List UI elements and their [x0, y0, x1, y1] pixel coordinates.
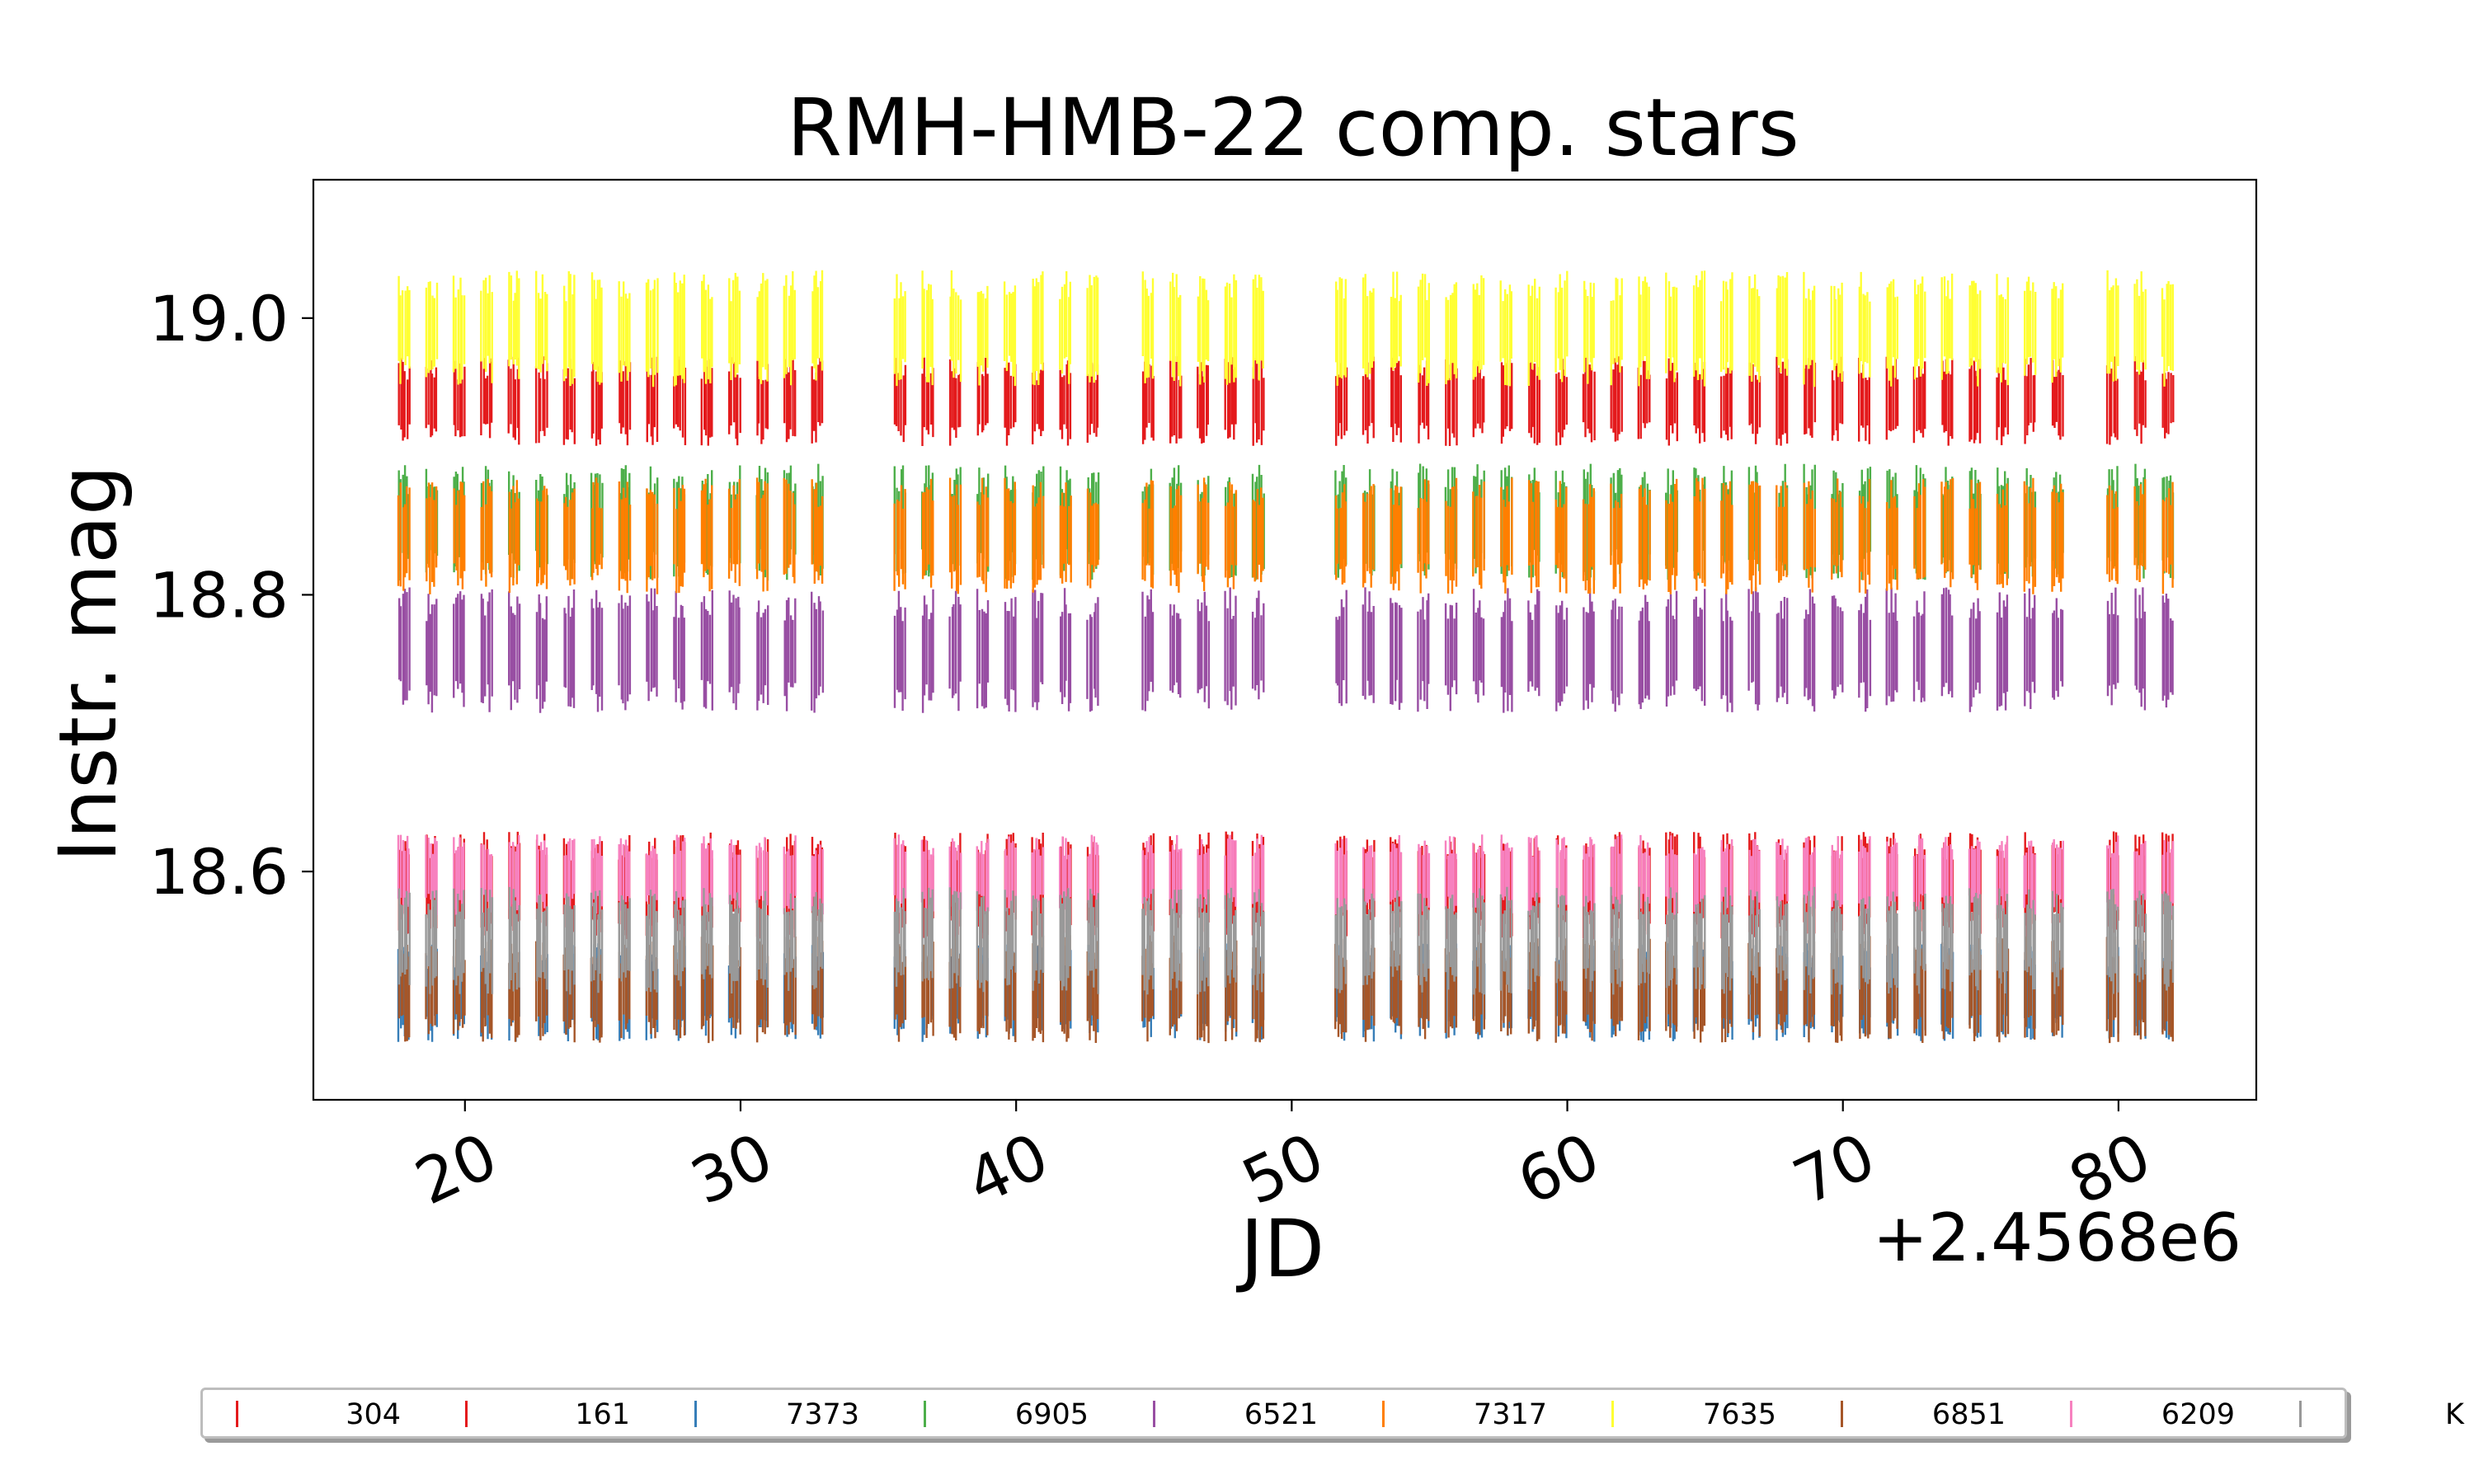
legend-marker	[2070, 1401, 2072, 1427]
plot-frame	[312, 178, 2258, 1101]
x-offset-label: +2.4568e6	[1872, 1200, 2241, 1276]
legend-label: 6905	[1014, 1398, 1089, 1431]
legend-item: K	[2266, 1390, 2474, 1436]
legend-marker	[1382, 1401, 1385, 1427]
legend-marker	[1611, 1401, 1614, 1427]
legend-item: 6209	[2037, 1390, 2251, 1436]
y-axis-label: Instr. mag	[42, 465, 134, 862]
series-line	[397, 477, 2174, 594]
series-line	[398, 587, 2174, 713]
legend-item: 161	[432, 1390, 647, 1436]
legend-label: 6209	[2161, 1398, 2235, 1431]
y-tick-label: 19.0	[149, 282, 289, 355]
series-161	[397, 356, 2175, 446]
legend: 304 161 7373 6905 6521 7317 7635 6851 6209 K	[200, 1388, 2464, 1439]
legend-label: K	[2445, 1398, 2464, 1431]
legend-label: 7373	[785, 1398, 859, 1431]
y-tick-label: 18.8	[149, 558, 289, 632]
legend-marker	[2299, 1401, 2302, 1427]
legend-label: 304	[346, 1398, 401, 1431]
series-line	[397, 943, 2174, 1042]
legend-item: 7635	[1578, 1390, 1793, 1436]
x-tick-label: 60	[1507, 1119, 1610, 1219]
legend-marker	[1153, 1401, 1155, 1427]
series-6851	[397, 935, 2174, 1044]
data-layer	[397, 270, 2175, 1044]
series-line	[397, 270, 2174, 387]
y-tick-label: 18.6	[149, 835, 289, 909]
legend-item: 6851	[1808, 1390, 2022, 1436]
series-6905	[397, 463, 2175, 581]
series-line	[397, 831, 2174, 940]
legend-marker	[924, 1401, 926, 1427]
series-7317	[397, 477, 2174, 594]
series-7635	[397, 270, 2174, 387]
legend-label: 161	[575, 1398, 630, 1431]
legend-label: 7317	[1473, 1398, 1547, 1431]
series-line	[397, 356, 2175, 446]
series-K	[397, 886, 2175, 995]
legend-item: 304	[203, 1390, 417, 1436]
legend-label: 6851	[1931, 1398, 2006, 1431]
x-tick-label: 20	[405, 1119, 508, 1219]
legend-marker	[1841, 1401, 1843, 1427]
legend-item: 7317	[1349, 1390, 1564, 1436]
series-7373	[397, 943, 2174, 1042]
legend-marker	[465, 1401, 468, 1427]
legend-item: 6521	[1120, 1390, 1334, 1436]
chart-title: RMH-HMB-22 comp. stars	[787, 82, 1799, 174]
series-304	[397, 831, 2174, 940]
series-6209	[397, 834, 2175, 916]
series-line	[397, 463, 2175, 581]
x-tick-label: 70	[1782, 1119, 1885, 1219]
series-line	[397, 886, 2175, 995]
series-6521	[398, 587, 2174, 713]
legend-marker	[236, 1401, 238, 1427]
legend-marker	[694, 1401, 697, 1427]
x-axis-label: JD	[1236, 1203, 1324, 1295]
legend-item: 7373	[661, 1390, 876, 1436]
legend-item: 6905	[891, 1390, 1105, 1436]
series-line	[397, 935, 2174, 1044]
x-tick-label: 30	[680, 1119, 783, 1219]
legend-label: 7635	[1702, 1398, 1776, 1431]
x-tick-label: 40	[956, 1119, 1059, 1219]
series-line	[397, 834, 2175, 916]
legend-label: 6521	[1244, 1398, 1318, 1431]
